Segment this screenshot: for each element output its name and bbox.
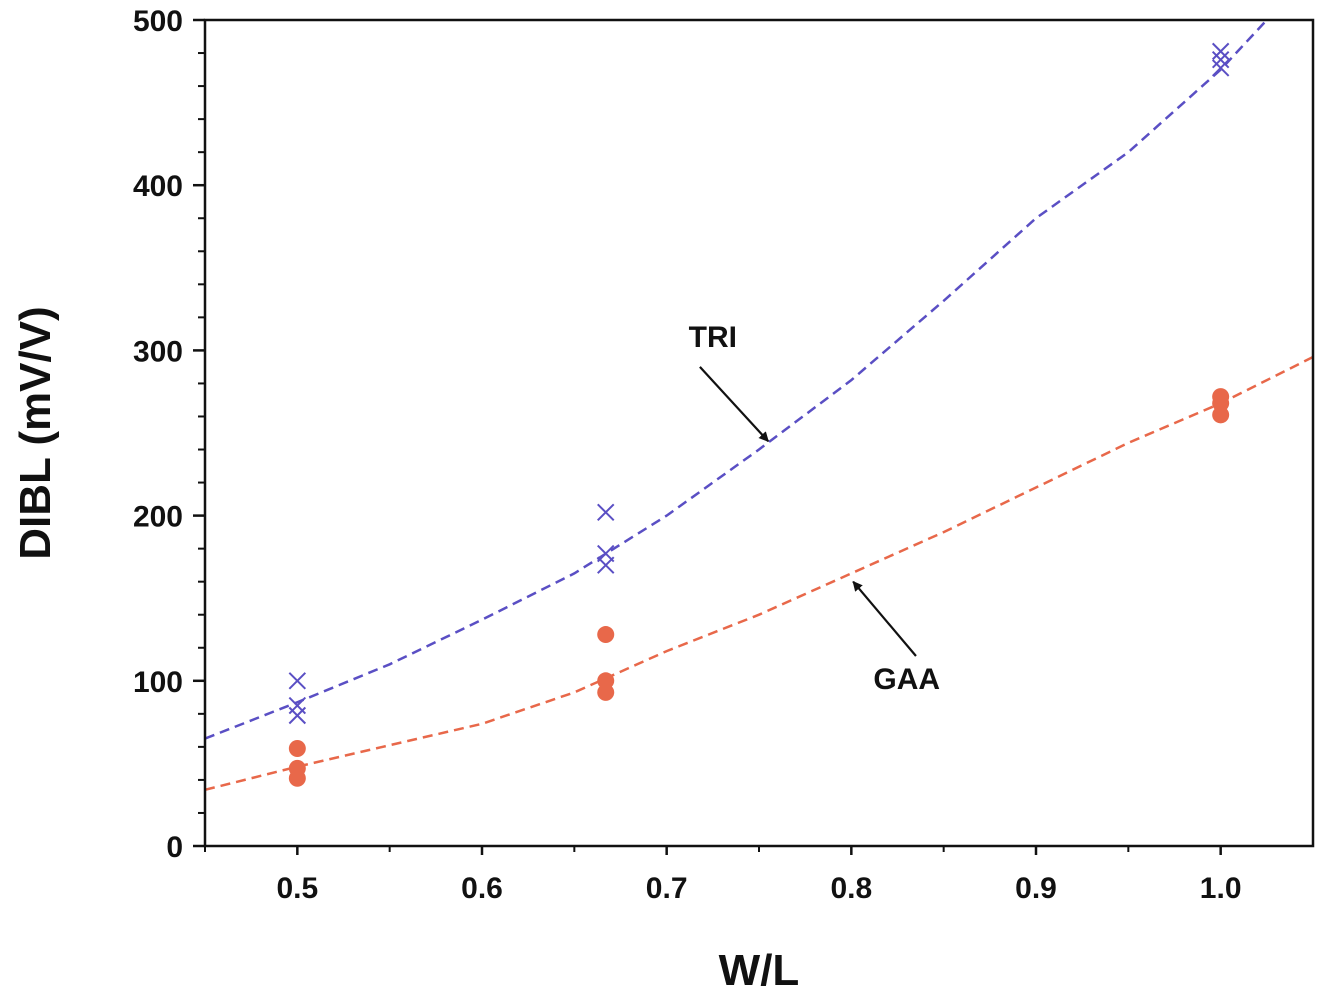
tri-annotation-label: TRI bbox=[689, 321, 737, 354]
x-tick-label: 0.5 bbox=[276, 872, 318, 905]
tri-point bbox=[597, 556, 615, 574]
y-tick-label: 500 bbox=[133, 5, 183, 38]
x-axis-title: W/L bbox=[719, 946, 800, 995]
y-tick-label: 0 bbox=[166, 831, 183, 864]
y-tick-label: 400 bbox=[133, 170, 183, 203]
tri-point bbox=[1211, 59, 1230, 77]
gaa-point bbox=[288, 769, 306, 787]
tri-annotation-arrow bbox=[699, 366, 770, 443]
gaa-point bbox=[1212, 406, 1230, 424]
y-tick-label: 300 bbox=[133, 335, 183, 368]
gaa-point bbox=[597, 626, 615, 644]
tri-point-stroke bbox=[597, 503, 615, 522]
x-tick-label: 0.8 bbox=[830, 872, 872, 905]
gaa-fit-line bbox=[205, 355, 1313, 792]
tri-point-stroke bbox=[1211, 42, 1230, 61]
y-tick-label: 100 bbox=[133, 666, 183, 699]
gaa-annotation-label: GAA bbox=[873, 663, 940, 696]
x-tick-label: 0.7 bbox=[646, 872, 688, 905]
tri-point bbox=[288, 706, 307, 725]
gaa-point bbox=[288, 740, 306, 758]
x-tick-label: 0.6 bbox=[461, 872, 503, 905]
series-tri bbox=[205, 20, 1268, 740]
tri-point-stroke bbox=[288, 672, 307, 690]
plot-frame bbox=[203, 18, 1315, 848]
tri-point bbox=[1211, 42, 1230, 61]
x-tick-label: 1.0 bbox=[1200, 872, 1242, 905]
tri-point bbox=[288, 672, 307, 690]
gaa-annotation-arrow bbox=[852, 580, 917, 657]
tri-point bbox=[597, 503, 615, 522]
tri-point-stroke bbox=[597, 556, 615, 574]
x-tick-label: 0.9 bbox=[1015, 872, 1057, 905]
tri-point-stroke bbox=[1211, 59, 1230, 77]
y-axis-title: DIBL (mV/V) bbox=[11, 306, 60, 559]
tri-point-stroke bbox=[288, 706, 307, 725]
tri-point bbox=[1211, 50, 1230, 69]
gaa-point bbox=[597, 683, 615, 701]
plot-area: 0.5 0.6 0.7 0.8 0.9 1.0 0 100 200 300 400 500 TRI GAA bbox=[133, 5, 1313, 905]
tri-point-stroke bbox=[1211, 50, 1230, 69]
series-gaa bbox=[205, 355, 1313, 792]
y-tick-label: 200 bbox=[133, 501, 183, 534]
tri-fit-line bbox=[205, 20, 1268, 740]
